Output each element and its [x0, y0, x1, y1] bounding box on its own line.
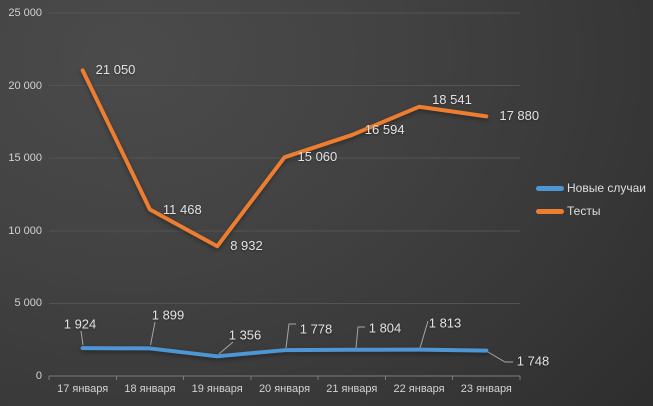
series-line-tests	[80, 68, 489, 249]
y-axis-label: 5 000	[14, 297, 42, 310]
leader-line	[285, 323, 296, 349]
x-axis-label: 17 января	[57, 383, 109, 395]
x-axis-label: 18 января	[124, 383, 176, 395]
data-label: 1 804	[368, 320, 402, 336]
legend-item-new-cases: Новые случаи	[536, 181, 646, 195]
data-label: 17 880	[499, 108, 540, 124]
legend-marker-new-cases-icon	[536, 185, 564, 191]
y-axis-label: 25 000	[8, 7, 42, 19]
y-axis-label: 15 000	[8, 152, 42, 165]
y-axis-label: 20 000	[8, 79, 42, 92]
data-label: 1 924	[63, 316, 97, 332]
y-axis-label: 10 000	[8, 224, 42, 237]
legend-label-tests: Тесты	[567, 204, 601, 218]
legend-item-tests: Тесты	[536, 204, 646, 218]
legend-label-new-cases: Новые случаи	[567, 181, 646, 195]
leader-line	[419, 320, 429, 349]
data-label: 11 468	[162, 202, 202, 218]
legend-marker-tests-icon	[536, 208, 564, 214]
data-label: 8 932	[230, 238, 263, 254]
legend: Новые случаи Тесты	[536, 181, 646, 218]
leader-line	[80, 330, 84, 346]
leader-line	[487, 351, 513, 363]
data-label: 1 748	[516, 353, 550, 369]
series-line-new-cases	[80, 346, 489, 359]
data-label: 1 899	[151, 307, 185, 323]
x-axis-label: 21 января	[326, 383, 378, 395]
x-axis-label: 22 января	[393, 383, 445, 395]
leader-line	[218, 341, 234, 355]
data-label: 1 356	[228, 327, 262, 343]
leader-line	[150, 321, 156, 346]
x-axis-label: 20 января	[258, 383, 311, 395]
data-label: 1 813	[428, 315, 462, 331]
x-axis-label: 19 января	[191, 383, 243, 395]
data-label: 15 060	[297, 149, 338, 165]
leader-line	[355, 326, 365, 349]
data-label: 18 541	[432, 91, 472, 107]
data-label: 16 594	[364, 122, 405, 138]
data-label: 21 050	[95, 62, 136, 78]
x-axis-label: 23 января	[460, 383, 512, 395]
y-axis-label: 0	[35, 370, 42, 382]
data-label: 1 778	[299, 321, 333, 337]
